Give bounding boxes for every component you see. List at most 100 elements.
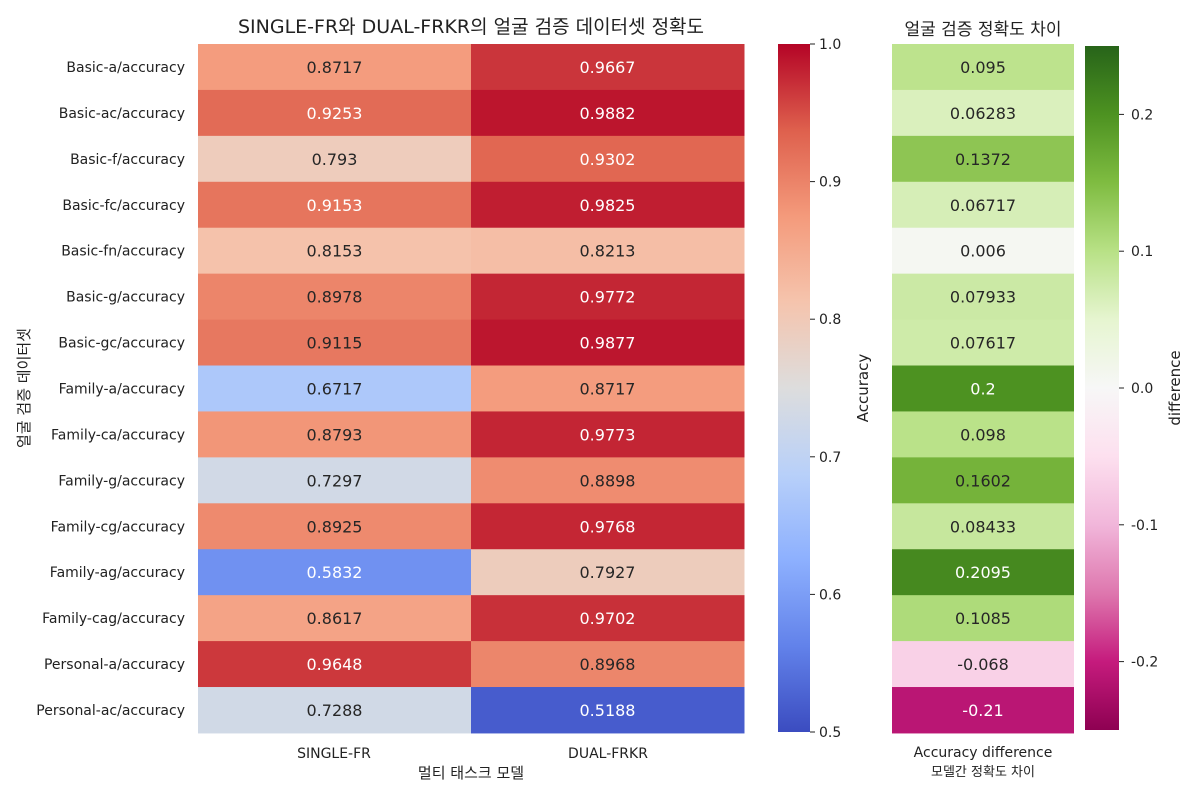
colorbar-tick-label: 0.1 <box>1131 244 1153 260</box>
cell-value: 0.8793 <box>307 425 363 444</box>
row-label: Personal-ac/accuracy <box>36 703 185 719</box>
difference-cell-value: 0.006 <box>960 242 1006 261</box>
cell-value: 0.9648 <box>307 655 363 674</box>
difference-cell-value: 0.06717 <box>950 196 1016 215</box>
heatmap-cell <box>198 44 472 91</box>
heatmap-cell <box>471 641 745 688</box>
main-title: SINGLE-FR와 DUAL-FRKR의 얼굴 검증 데이터셋 정확도 <box>238 16 704 38</box>
colorbar-tick-label: -0.2 <box>1131 655 1158 671</box>
cell-value: 0.6717 <box>307 379 363 398</box>
colorbar-tick-label: 0.2 <box>1131 107 1153 123</box>
row-label: Basic-f/accuracy <box>70 152 185 168</box>
heatmap-cell <box>198 89 472 137</box>
difference-cell-value: -0.068 <box>957 655 1009 674</box>
row-label: Basic-gc/accuracy <box>58 336 185 352</box>
difference-cell-value: 0.07933 <box>950 288 1016 307</box>
cell-value: 0.9302 <box>580 150 636 169</box>
cell-value: 0.9773 <box>580 425 636 444</box>
difference-colorbar-label: difference <box>1166 350 1184 425</box>
heatmap-cell <box>198 365 472 412</box>
difference-cell <box>892 135 1074 183</box>
heatmap-cell <box>198 549 472 596</box>
cell-value: 0.9667 <box>580 58 636 77</box>
difference-cell-value: 0.098 <box>960 425 1006 444</box>
difference-cell-value: 0.2 <box>970 379 995 398</box>
difference-cell <box>892 687 1074 734</box>
row-label: Family-g/accuracy <box>58 473 185 489</box>
difference-cell <box>892 595 1074 642</box>
difference-cell <box>892 365 1074 412</box>
main-column-label-single: SINGLE-FR <box>297 746 371 762</box>
cell-value: 0.9153 <box>307 196 363 215</box>
cell-value: 0.8898 <box>580 471 636 490</box>
difference-cell-value: 0.1085 <box>955 609 1011 628</box>
difference-cell-value: 0.095 <box>960 58 1006 77</box>
heatmap-cell <box>471 319 745 367</box>
cell-value: 0.793 <box>312 150 358 169</box>
cell-value: 0.9253 <box>307 104 363 123</box>
cell-value: 0.9768 <box>580 517 636 536</box>
difference-x-sublabel: 모델간 정확도 차이 <box>931 765 1035 780</box>
row-label: Basic-fn/accuracy <box>61 244 185 260</box>
colorbar-tick-label: 0.0 <box>1131 381 1153 397</box>
colorbar-tick-label: 0.6 <box>819 587 841 603</box>
heatmap-cell <box>471 273 745 321</box>
difference-cell <box>892 503 1074 550</box>
colorbar-tick-label: 1.0 <box>819 37 841 53</box>
heatmap-cell <box>198 319 472 367</box>
row-label: Basic-ac/accuracy <box>59 106 185 122</box>
difference-cell-value: 0.1372 <box>955 150 1011 169</box>
difference-heatmap: 0.095 0.06283 0.1372 0.06717 0.006 0.07933 0.0… <box>892 44 1074 734</box>
difference-title: 얼굴 검증 정확도 차이 <box>905 20 1062 40</box>
heatmap-cell <box>471 44 745 91</box>
cell-value: 0.9702 <box>580 609 636 628</box>
difference-cell <box>892 89 1074 137</box>
difference-cell-value: 0.06283 <box>950 104 1016 123</box>
row-label: Family-ca/accuracy <box>51 427 185 443</box>
heatmap-cell <box>198 227 472 275</box>
heatmap-cell <box>198 687 472 734</box>
cell-value: 0.9882 <box>580 104 636 123</box>
row-label: Basic-g/accuracy <box>66 290 185 306</box>
heatmap-cell <box>198 503 472 550</box>
cell-value: 0.8153 <box>307 242 363 261</box>
heatmap-cell <box>471 135 745 183</box>
cell-value: 0.8717 <box>580 379 636 398</box>
difference-cell-value: 0.07617 <box>950 334 1016 353</box>
cell-value: 0.8617 <box>307 609 363 628</box>
main-y-axis-title: 얼굴 검증 데이터셋 <box>15 328 33 448</box>
difference-colorbar-ticks: 0.2 0.1 0.0 -0.1 -0.2 <box>1119 107 1158 671</box>
row-label: Basic-a/accuracy <box>66 60 185 76</box>
row-label: Personal-a/accuracy <box>44 657 185 673</box>
heatmap-cell <box>471 181 745 229</box>
difference-cell <box>892 227 1074 275</box>
heatmap-cell <box>198 273 472 321</box>
heatmap-cell <box>471 411 745 458</box>
difference-x-label: Accuracy difference <box>914 745 1053 761</box>
main-heatmap: 0.8717 0.9667 0.9253 0.9882 0.793 0.9302 0.915… <box>198 44 745 734</box>
colorbar-tick-label: -0.1 <box>1131 518 1158 534</box>
heatmap-cell <box>198 595 472 642</box>
row-label: Family-cag/accuracy <box>42 611 185 627</box>
colorbar-tick-label: 0.9 <box>819 175 841 191</box>
heatmap-cell <box>471 595 745 642</box>
cell-value: 0.5188 <box>580 701 636 720</box>
cell-value: 0.5832 <box>307 563 363 582</box>
colorbar-tick-label: 0.7 <box>819 450 841 466</box>
cell-value: 0.8717 <box>307 58 363 77</box>
cell-value: 0.7288 <box>307 701 363 720</box>
difference-cell <box>892 181 1074 229</box>
difference-cell <box>892 641 1074 688</box>
difference-cell <box>892 319 1074 367</box>
heatmap-cell <box>198 641 472 688</box>
colorbar-tick-label: 0.5 <box>819 725 841 741</box>
heatmap-cell <box>198 411 472 458</box>
heatmap-cell <box>198 457 472 504</box>
difference-cell <box>892 457 1074 504</box>
row-label: Basic-fc/accuracy <box>62 198 185 214</box>
heatmap-cell <box>471 89 745 137</box>
main-column-label-dual: DUAL-FRKR <box>568 746 648 762</box>
difference-colorbar <box>1085 46 1119 730</box>
heatmap-cell <box>471 503 745 550</box>
